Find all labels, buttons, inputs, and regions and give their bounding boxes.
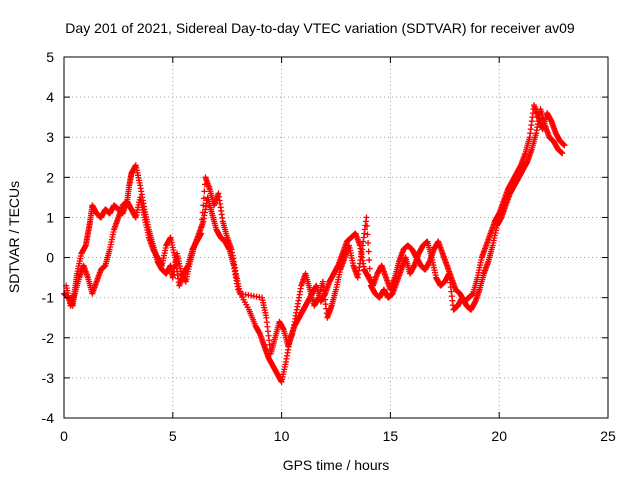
chart-title: Day 201 of 2021, Sidereal Day-to-day VTE… [65,20,575,36]
y-tick-label: 2 [46,169,54,185]
y-tick-label: -1 [42,290,55,306]
x-tick-label: 15 [383,428,399,444]
x-tick-label: 0 [60,428,68,444]
plot-border [63,56,609,419]
data-point [366,265,373,272]
y-tick-label: -2 [42,330,55,346]
x-tick-label: 25 [600,428,616,444]
x-tick-label: 20 [491,428,507,444]
data-point [201,188,208,195]
data-point [365,240,372,247]
x-tick-label: 10 [274,428,290,444]
data-point [200,195,207,202]
data-point [367,274,374,281]
data-point [559,150,566,157]
y-tick-label: 5 [46,49,54,65]
y-tick-label: -3 [42,370,55,386]
x-tick-label: 5 [169,428,177,444]
data-point [365,248,372,255]
data-point [199,209,206,216]
y-tick-label: 4 [46,89,54,105]
data-point [199,216,206,223]
data-point [366,257,373,264]
y-tick-label: 3 [46,129,54,145]
data-point [198,230,205,237]
axis-ticks: 0 5 10 15 20 25 -4 -3 -2 -1 0 1 2 3 4 5 [42,49,616,444]
data-point [364,222,371,229]
data-point [200,202,207,209]
grid-lines [64,57,608,418]
x-axis-label: GPS time / hours [283,457,390,473]
data-point [561,142,568,149]
data-points [61,102,568,385]
data-point [363,214,370,221]
y-tick-label: 1 [46,209,54,225]
data-point [364,231,371,238]
y-tick-label: -4 [42,410,55,426]
data-point [198,223,205,230]
y-axis-label: SDTVAR / TECUs [6,181,22,293]
y-tick-label: 0 [46,250,54,266]
